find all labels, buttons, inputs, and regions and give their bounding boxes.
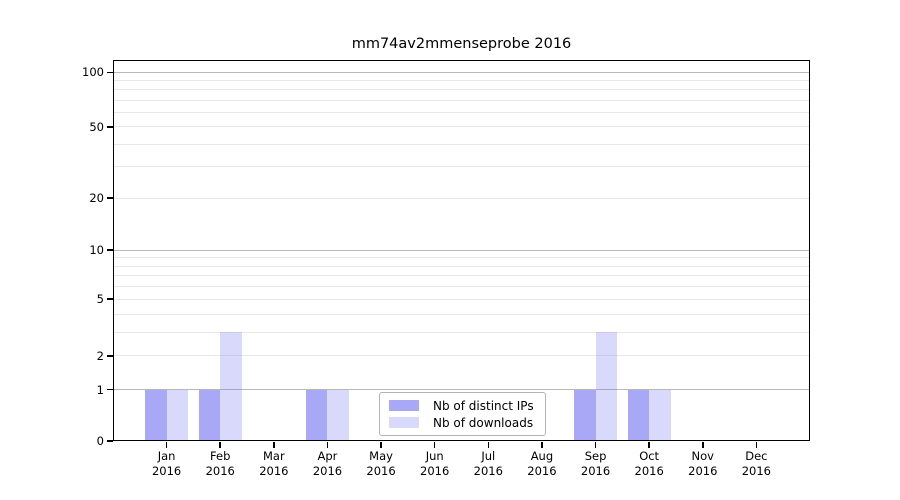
x-axis-tick: [594, 441, 597, 448]
x-tick-year: 2016: [473, 464, 503, 478]
x-axis-tick: [487, 441, 490, 448]
x-tick-month: Feb: [210, 449, 231, 463]
x-axis-tick: [219, 441, 221, 448]
x-tick-month: May: [369, 449, 393, 463]
x-axis-tick-label: May 2016: [353, 449, 409, 479]
x-axis-tick: [755, 441, 758, 448]
x-tick-month: Jan: [157, 449, 176, 463]
minor-gridline: [113, 355, 810, 357]
x-tick-month: Dec: [745, 449, 768, 463]
minor-gridline: [113, 298, 810, 300]
x-tick-year: 2016: [634, 464, 664, 478]
minor-gridline: [113, 257, 810, 259]
y-axis-tick-label: 2: [96, 348, 104, 363]
minor-gridline: [113, 143, 810, 145]
legend: Nb of distinct IPs Nb of downloads: [379, 392, 546, 436]
legend-label-distinct-ips: Nb of distinct IPs: [433, 398, 534, 413]
minor-gridline: [113, 265, 810, 267]
x-tick-year: 2016: [259, 464, 289, 478]
legend-label-downloads: Nb of downloads: [433, 415, 534, 430]
x-tick-year: 2016: [312, 464, 343, 478]
x-tick-month: Apr: [317, 449, 338, 463]
x-axis-tick-label: Nov 2016: [675, 449, 731, 479]
bar-downloads: [220, 332, 242, 441]
x-axis-tick: [433, 441, 436, 448]
minor-gridline: [113, 313, 810, 315]
x-tick-month: Nov: [691, 449, 714, 463]
x-axis-tick-label: Oct 2016: [621, 449, 677, 479]
minor-gridline: [113, 99, 810, 101]
bar-distinct-ips: [305, 389, 328, 441]
x-tick-year: 2016: [205, 464, 235, 478]
legend-swatch-downloads-icon: [389, 417, 419, 428]
x-axis-tick: [648, 441, 650, 448]
minor-gridline: [113, 197, 810, 199]
x-axis-tick-label: Aug 2016: [514, 449, 570, 479]
minor-gridline: [113, 275, 810, 277]
y-axis-tick-label: 10: [89, 243, 104, 258]
y-axis-tick-label: 0: [96, 434, 104, 448]
bar-distinct-ips: [145, 389, 167, 441]
x-tick-month: Jun: [425, 449, 444, 463]
x-axis-tick-label: Apr 2016: [299, 449, 355, 479]
x-axis-tick-label: Sep 2016: [568, 449, 624, 479]
x-tick-year: 2016: [688, 464, 718, 478]
y-axis-tick-label: 50: [89, 119, 104, 134]
x-tick-month: Sep: [584, 449, 607, 463]
x-axis-tick: [541, 441, 543, 448]
x-axis-tick: [165, 441, 168, 448]
gridlines-layer: [113, 60, 810, 441]
bar-distinct-ips: [574, 389, 596, 441]
x-tick-month: Mar: [262, 449, 285, 463]
y-axis-tick-label: 1: [96, 382, 104, 397]
x-axis-tick: [273, 441, 275, 448]
minor-gridline: [113, 331, 810, 333]
x-axis-tick-label: Jun 2016: [407, 449, 463, 479]
x-axis-tick-label: Feb 2016: [192, 449, 248, 479]
legend-item-distinct-ips: Nb of distinct IPs: [389, 399, 536, 413]
x-axis-tick-label: Jan 2016: [139, 449, 195, 479]
major-gridline: [113, 389, 810, 391]
bar-distinct-ips: [627, 389, 650, 441]
minor-gridline: [113, 166, 810, 168]
x-tick-year: 2016: [366, 464, 396, 478]
bar-downloads: [595, 332, 618, 441]
x-tick-month: Oct: [639, 449, 660, 463]
bar-distinct-ips: [198, 389, 221, 441]
x-axis-tick: [326, 441, 329, 448]
x-axis-tick-label: Mar 2016: [246, 449, 302, 479]
major-gridline: [113, 249, 810, 251]
bar-downloads: [649, 389, 671, 441]
minor-gridline: [113, 80, 810, 82]
bar-downloads: [327, 389, 349, 441]
x-tick-month: Aug: [530, 449, 554, 463]
minor-gridline: [113, 112, 810, 114]
x-tick-year: 2016: [151, 464, 182, 478]
x-tick-year: 2016: [741, 464, 772, 478]
x-axis-tick-label: Jul 2016: [460, 449, 516, 479]
legend-swatch-distinct-ips-icon: [389, 400, 419, 411]
x-tick-year: 2016: [527, 464, 557, 478]
chart-title: mm74av2mmenseprobe 2016: [351, 36, 572, 52]
y-axis-tick-label: 5: [96, 292, 104, 307]
major-gridline: [113, 71, 810, 73]
x-axis-tick: [380, 441, 382, 448]
bars-layer: [113, 60, 810, 441]
minor-gridline: [113, 126, 810, 128]
x-tick-month: Jul: [481, 449, 496, 463]
y-axis-tick-label: 20: [89, 191, 104, 206]
x-axis-tick: [702, 441, 704, 448]
minor-gridline: [113, 89, 810, 91]
x-tick-year: 2016: [580, 464, 611, 478]
x-tick-year: 2016: [420, 464, 450, 478]
y-axis-tick-label: 100: [82, 65, 104, 80]
bar-downloads: [166, 389, 189, 441]
x-axis-tick-label: Dec 2016: [728, 449, 784, 479]
minor-gridline: [113, 286, 810, 288]
legend-item-downloads: Nb of downloads: [389, 416, 536, 430]
